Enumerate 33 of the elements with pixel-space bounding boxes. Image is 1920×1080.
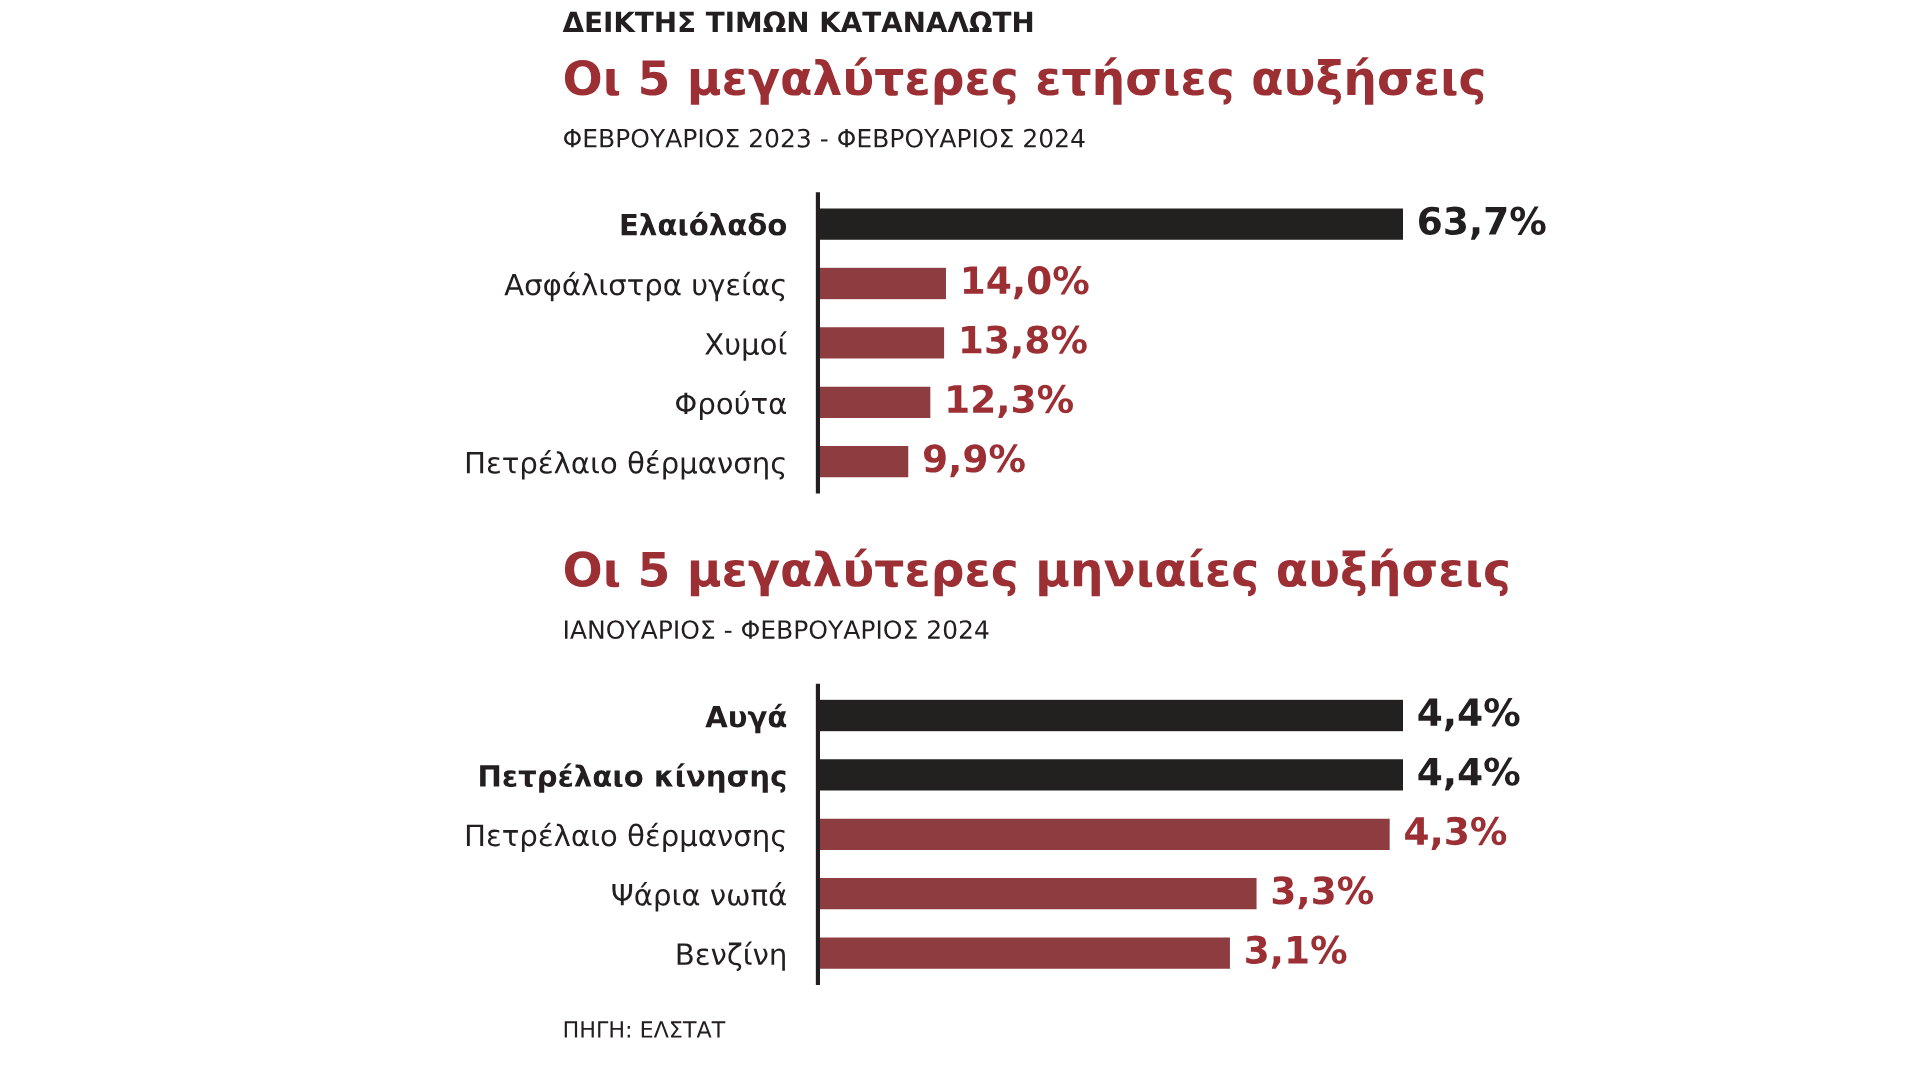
text: ΔΕΙΚΤΗΣ ΤΙΜΩΝ ΚΑΤΑΝΑΛΩΤΗ [562,11,1033,32]
y-tick-label: Χυμοί [705,331,787,361]
data-label: 4,4% [1418,757,1520,791]
bar [817,385,932,420]
data-label: 14,0% [963,266,1089,300]
data-label: 12,3% [948,384,1073,418]
data-label: 4,3% [1405,816,1507,850]
y-tick-label: Πετρέλαιο θέρμανσης [466,822,785,853]
y-tick-label: Αυγά [705,703,787,734]
chart-title: Οι 5 μεγαλύτερες ετήσιες αυξήσεις [564,57,1484,105]
data-label: 3,3% [1272,876,1374,910]
y-tick-label: Πετρέλαιο θέρμανσης [466,450,785,480]
bar [817,266,948,301]
chart-subtitle: ΙΑΝΟΥΑΡΙΟΣ - ΦΕΒΡΟΥΑΡΙΟΣ 2024 [565,620,989,640]
bar [817,876,1258,911]
text: ΠΗΓΗ: ΕΛΣΤΑΤ [564,1021,726,1038]
y-tick-label: Βενζίνη [677,941,785,971]
chart-title: Οι 5 μεγαλύτερες μηνιαίες αυξήσεις [564,548,1508,597]
y-tick-label: Ελαιόλαδο [621,211,787,236]
y-tick-label: Ψάρια νωπά [612,882,786,912]
data-label: 9,9% [923,444,1025,478]
data-label: 3,1% [1246,935,1347,969]
data-label: 4,4% [1418,698,1520,732]
data-label: 13,8% [962,325,1087,359]
chart-subtitle: ΦΕΒΡΟΥΑΡΙΟΣ 2023 - ΦΕΒΡΟΥΑΡΙΟΣ 2024 [563,128,1085,148]
bar [817,325,946,360]
bar [817,444,910,479]
y-tick-label: Πετρέλαιο κίνησης [480,763,786,793]
y-tick-label: Ασφάλιστρα υγείας [504,271,785,302]
bar [817,936,1232,971]
data-label: 63,7% [1419,206,1546,240]
y-tick-label: Φρούτα [676,390,786,421]
bar [817,817,1392,852]
